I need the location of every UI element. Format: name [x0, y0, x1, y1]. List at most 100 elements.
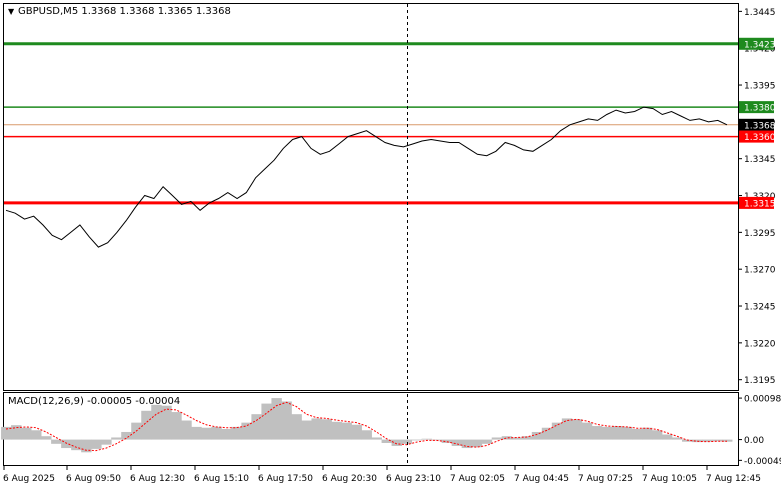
macd-histogram-bar	[501, 436, 513, 440]
macd-histogram-bar	[401, 439, 413, 444]
macd-histogram-bar	[121, 431, 132, 440]
macd-histogram-bar	[241, 422, 252, 440]
level-label: 1.3368	[744, 121, 776, 131]
macd-histogram-bar	[331, 421, 342, 440]
level-label: 1.3380	[744, 104, 776, 114]
macd-histogram-bar	[371, 437, 382, 440]
macd-histogram-bar	[712, 439, 723, 442]
macd-histogram-bar	[21, 427, 32, 440]
time-tick-label: 7 Aug 10:05	[642, 474, 697, 484]
macd-histogram-bar	[31, 430, 42, 440]
macd-histogram-bar	[461, 439, 473, 449]
price-tick-label: 1.3270	[744, 266, 776, 276]
macd-histogram-bar	[361, 430, 372, 440]
macd-signal-line	[5, 401, 727, 452]
macd-histogram-bar	[521, 436, 533, 440]
macd-histogram-bar	[11, 425, 22, 440]
macd-histogram-bar	[191, 426, 202, 440]
macd-histogram-bar	[291, 414, 302, 440]
macd-histogram-bar	[1, 426, 12, 440]
price-tick-label: 1.3395	[744, 82, 776, 92]
macd-histogram-bar	[101, 439, 112, 445]
macd-axis: 0.00098 0.00 -0.00049	[738, 395, 781, 467]
macd-histogram-bar	[571, 419, 583, 440]
macd-histogram-bar	[531, 431, 543, 440]
macd-histogram-bar	[81, 439, 92, 453]
macd-histogram-bar	[41, 436, 52, 440]
price-tick-label: 1.3195	[744, 376, 776, 386]
price-tick-label: 1.3295	[744, 229, 776, 239]
macd-histogram-bar	[491, 437, 503, 440]
macd-histogram-bar	[541, 427, 553, 440]
macd-histogram-bar	[722, 439, 733, 442]
macd-histogram-bar	[481, 439, 493, 444]
level-label-box	[739, 130, 774, 143]
macd-histogram-bar	[631, 429, 643, 440]
main-chart-frame	[3, 3, 739, 391]
time-tick-label: 6 Aug 15:10	[194, 474, 249, 484]
macd-histogram-bar	[261, 403, 272, 440]
macd-histogram-bar	[141, 410, 152, 440]
macd-histogram-bar	[351, 424, 362, 440]
price-levels	[4, 42, 738, 205]
macd-histogram-bar	[651, 430, 663, 440]
price-tick-label: 1.3220	[744, 339, 776, 349]
macd-histogram-bar	[661, 434, 673, 440]
macd-histogram-bar	[201, 427, 212, 440]
macd-histogram-bar	[451, 439, 463, 446]
price-series	[5, 106, 728, 248]
symbol-header: GBPUSD,M5 1.3368 1.3368 1.3365 1.3368	[18, 6, 231, 17]
time-tick-label: 7 Aug 12:45	[706, 474, 761, 484]
dropdown-icon[interactable]: ▼	[8, 7, 15, 16]
macd-histogram-bar	[301, 420, 312, 440]
macd-histogram-bar	[551, 422, 563, 440]
level-label: 1.3423	[744, 40, 776, 50]
macd-histogram-bar	[251, 414, 262, 440]
macd-histogram-bar	[231, 426, 242, 440]
macd-histogram-bar	[511, 437, 523, 440]
level-label-box	[739, 101, 774, 114]
macd-histogram-bar	[421, 438, 433, 440]
macd-histogram-bar	[381, 439, 392, 443]
level-label: 1.3315	[744, 199, 776, 209]
macd-histogram-bar	[321, 419, 332, 440]
time-tick-label: 6 Aug 17:50	[258, 474, 313, 484]
macd-histogram-bar	[151, 404, 162, 440]
macd-histogram-bar	[601, 426, 613, 440]
macd-tick-label: -0.00049	[744, 457, 781, 467]
time-axis: 6 Aug 2025 6 Aug 09:50 6 Aug 12:30 6 Aug 15…	[3, 466, 761, 484]
level-label-box	[739, 37, 774, 50]
macd-histogram-bar	[621, 426, 633, 440]
price-tick-label: 1.3345	[744, 155, 776, 165]
macd-histogram-bar	[411, 439, 423, 441]
macd-series	[1, 398, 733, 453]
time-tick-label: 6 Aug 20:30	[322, 474, 377, 484]
macd-tick-label: 0.00098	[744, 395, 781, 405]
macd-histogram-bar	[161, 405, 172, 440]
macd-tick-label: 0.00	[744, 436, 764, 446]
macd-histogram-bar	[561, 418, 573, 440]
macd-histogram-bar	[91, 439, 102, 449]
macd-header: MACD(12,26,9) -0.00005 -0.00004	[8, 396, 180, 407]
price-tick-label: 1.3445	[744, 8, 776, 18]
macd-histogram-bar	[681, 439, 693, 442]
macd-histogram-bar	[181, 420, 192, 440]
macd-histogram-bar	[471, 439, 483, 448]
macd-histogram-bar	[441, 439, 453, 443]
macd-histogram-bar	[671, 437, 683, 440]
macd-histogram-bar	[111, 437, 122, 440]
price-line	[5, 106, 728, 248]
macd-histogram-bar	[702, 439, 713, 442]
macd-histogram-bar	[591, 426, 603, 440]
macd-histogram-bar	[51, 439, 62, 444]
time-tick-label: 6 Aug 2025	[3, 474, 55, 484]
time-tick-label: 7 Aug 02:05	[450, 474, 505, 484]
time-tick-label: 7 Aug 04:45	[514, 474, 569, 484]
macd-histogram-bar	[311, 418, 322, 440]
macd-histogram-bar	[281, 401, 292, 440]
macd-histogram-bar	[341, 422, 352, 440]
level-label: 1.3360	[744, 133, 776, 143]
macd-histogram-bar	[692, 439, 703, 443]
time-tick-label: 6 Aug 12:30	[130, 474, 185, 484]
